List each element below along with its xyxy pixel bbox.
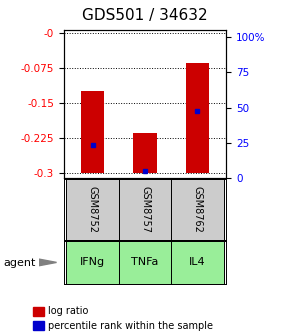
Bar — [186, 63, 209, 173]
Text: agent: agent — [3, 258, 35, 268]
Text: IFNg: IFNg — [80, 257, 105, 267]
Bar — [66, 179, 119, 240]
Bar — [81, 91, 104, 173]
Text: percentile rank within the sample: percentile rank within the sample — [48, 321, 213, 331]
Text: TNFa: TNFa — [131, 257, 159, 267]
Bar — [171, 241, 224, 284]
Text: GDS501 / 34632: GDS501 / 34632 — [82, 8, 208, 24]
Bar — [133, 133, 157, 173]
Bar — [33, 306, 44, 316]
Text: GSM8762: GSM8762 — [192, 186, 202, 233]
Bar — [171, 179, 224, 240]
Text: GSM8757: GSM8757 — [140, 186, 150, 233]
Text: log ratio: log ratio — [48, 306, 88, 316]
Polygon shape — [39, 259, 57, 266]
Bar — [66, 241, 119, 284]
Bar — [119, 241, 171, 284]
Text: IL4: IL4 — [189, 257, 206, 267]
Text: GSM8752: GSM8752 — [88, 186, 98, 233]
Bar — [119, 179, 171, 240]
Bar — [33, 321, 44, 330]
